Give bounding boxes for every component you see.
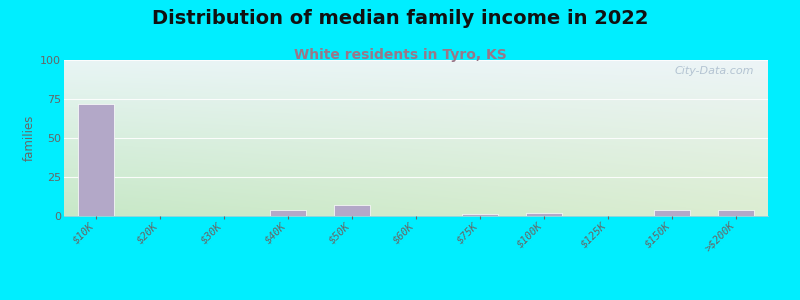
Text: Distribution of median family income in 2022: Distribution of median family income in … [152, 9, 648, 28]
Bar [334, 205, 370, 216]
Bar [462, 214, 498, 216]
Bar [78, 104, 114, 216]
Text: White residents in Tyro, KS: White residents in Tyro, KS [294, 48, 506, 62]
Y-axis label: families: families [23, 115, 36, 161]
Bar [718, 210, 754, 216]
Bar [526, 213, 562, 216]
Bar [654, 210, 690, 216]
Text: City-Data.com: City-Data.com [674, 66, 754, 76]
Bar [270, 210, 306, 216]
